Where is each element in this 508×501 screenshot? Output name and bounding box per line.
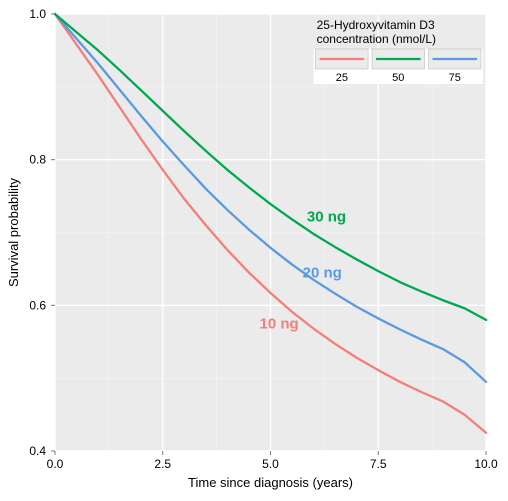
y-tick-label: 1.0 xyxy=(29,7,46,21)
legend-title-2: concentration (nmol/L) xyxy=(317,32,436,46)
legend-item-label: 25 xyxy=(336,72,348,84)
x-tick-label: 5.0 xyxy=(262,457,279,471)
y-tick-label: 0.8 xyxy=(29,153,46,167)
survival-chart: 30 ng 20 ng 10 ng 0.0 2.5 5.0 7.5 10.0 0.4 0.6 0.8… xyxy=(0,0,508,501)
x-tick-label: 10.0 xyxy=(474,457,498,471)
legend-item-label: 50 xyxy=(392,72,404,84)
x-tick-label: 2.5 xyxy=(154,457,171,471)
y-tick-label: 0.4 xyxy=(29,444,46,458)
annotation: 10 ng xyxy=(260,316,299,333)
y-axis-title: Survival probability xyxy=(6,177,21,287)
y-tick-label: 0.6 xyxy=(29,298,46,312)
x-tick-label: 7.5 xyxy=(370,457,387,471)
chart-svg: 30 ng 20 ng 10 ng 0.0 2.5 5.0 7.5 10.0 0.4 0.6 0.8… xyxy=(0,0,508,501)
x-tick-label: 0.0 xyxy=(47,457,64,471)
annotation: 20 ng xyxy=(303,265,342,282)
legend-item-label: 75 xyxy=(449,72,461,84)
annotation: 30 ng xyxy=(307,209,346,226)
legend-title-1: 25-Hydroxyvitamin D3 xyxy=(317,18,435,32)
x-axis-title: Time since diagnosis (years) xyxy=(188,475,353,490)
